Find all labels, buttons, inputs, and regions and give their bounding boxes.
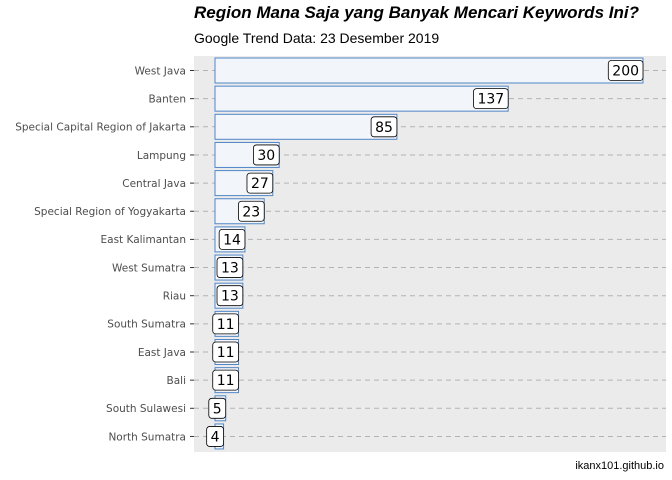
value-label-box xyxy=(238,200,265,222)
value-label: 11 xyxy=(212,369,239,391)
value-label-text: 200 xyxy=(612,64,639,80)
chart-caption: ikanx101.github.io xyxy=(575,460,664,472)
chart-subtitle: Google Trend Data: 23 Desember 2019 xyxy=(194,30,440,46)
value-label-box xyxy=(206,426,224,447)
y-tick-label: Special Region of Yogyakarta xyxy=(34,206,186,218)
value-label-box xyxy=(218,228,246,250)
value-label-box xyxy=(246,172,274,194)
value-label-text: 13 xyxy=(221,261,239,277)
value-label-text: 5 xyxy=(213,401,222,417)
value-label-text: 23 xyxy=(242,204,260,220)
value-label: 13 xyxy=(216,257,244,278)
value-label-text: 11 xyxy=(217,345,235,361)
y-tick-label: East Java xyxy=(138,347,186,359)
value-label-text: 137 xyxy=(477,92,504,108)
value-label-text: 11 xyxy=(217,317,235,333)
value-label: 11 xyxy=(212,341,239,363)
y-tick-label: West Sumatra xyxy=(112,262,186,274)
value-label-box xyxy=(208,397,227,419)
value-label-text: 11 xyxy=(217,373,235,389)
value-label-text: 14 xyxy=(223,232,241,248)
value-label-text: 30 xyxy=(257,148,275,164)
y-tick-label: Lampung xyxy=(137,150,186,162)
value-label: 14 xyxy=(218,228,246,250)
value-label: 85 xyxy=(370,116,398,138)
value-label-box xyxy=(212,313,239,335)
value-label-box xyxy=(212,341,239,363)
y-tick-label: South Sulawesi xyxy=(106,403,186,415)
y-tick-label: Special Capital Region of Jakarta xyxy=(15,122,186,134)
y-tick-label: East Kalimantan xyxy=(101,234,187,246)
value-label-box xyxy=(252,144,280,166)
value-label: 4 xyxy=(206,426,224,447)
value-label-text: 27 xyxy=(251,176,269,192)
value-label-box xyxy=(216,285,244,307)
y-tick-label: Bali xyxy=(167,375,186,387)
value-label-text: 4 xyxy=(211,429,220,445)
value-label: 5 xyxy=(208,397,227,419)
y-tick-label: Banten xyxy=(148,93,186,105)
bar xyxy=(214,113,398,140)
value-label-text: 85 xyxy=(375,120,393,136)
y-tick-label: Central Java xyxy=(122,178,186,190)
value-label-box xyxy=(212,369,239,391)
value-label-box xyxy=(607,60,644,81)
y-tick-label: Riau xyxy=(163,291,186,303)
value-label: 23 xyxy=(238,200,265,222)
chart-title: Region Mana Saja yang Banyak Mencari Key… xyxy=(194,3,639,22)
value-label: 11 xyxy=(212,313,239,335)
value-label: 200 xyxy=(607,60,644,81)
bar xyxy=(214,57,644,84)
value-label: 30 xyxy=(252,144,280,166)
value-label-box xyxy=(216,257,244,278)
y-tick-label: South Sumatra xyxy=(107,319,186,331)
value-label-box xyxy=(473,88,509,110)
value-label: 27 xyxy=(246,172,274,194)
y-tick-label: North Sumatra xyxy=(108,431,186,443)
bar xyxy=(214,85,509,112)
y-tick-label: West Java xyxy=(135,65,186,77)
value-label-box xyxy=(370,116,398,138)
value-label: 13 xyxy=(216,285,244,307)
value-label: 137 xyxy=(473,88,509,110)
value-label-text: 13 xyxy=(221,289,239,305)
